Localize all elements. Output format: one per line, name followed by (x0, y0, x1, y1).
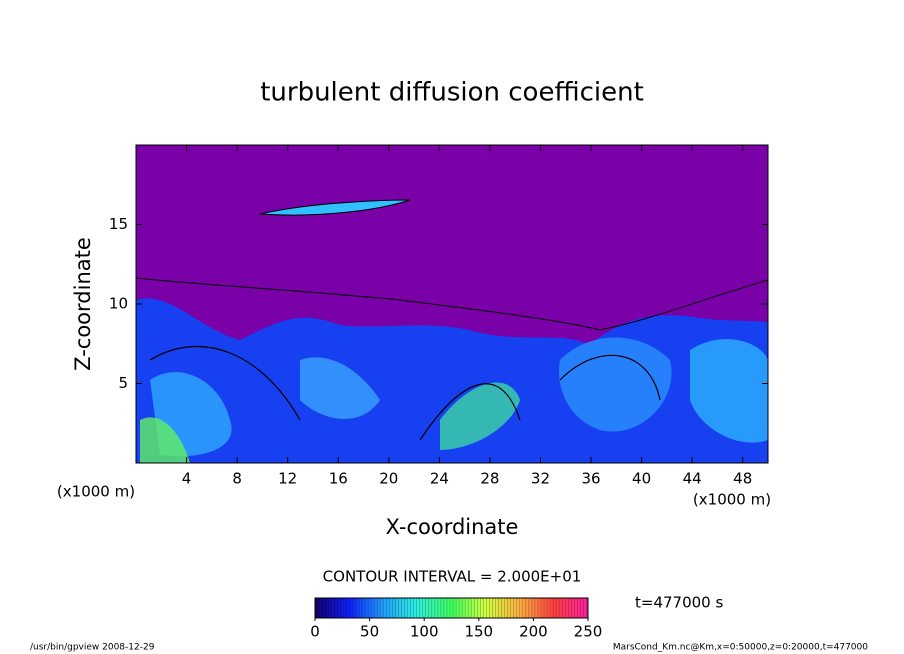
x-tick-label: 16 (329, 470, 348, 488)
colorbar-tick-label: 200 (519, 623, 548, 641)
y-tick-label: 10 (109, 295, 128, 313)
x-unit-left: (x1000 m) (57, 483, 135, 501)
y-tick-label: 5 (118, 374, 128, 392)
colorbar-tick-label: 250 (574, 623, 603, 641)
y-axis-label: Z-coordinate (71, 237, 95, 371)
x-tick-label: 40 (632, 470, 651, 488)
colorbar (314, 597, 589, 619)
y-tick-label: 15 (109, 215, 128, 233)
x-unit-right: (x1000 m) (693, 491, 771, 509)
x-tick-label: 36 (581, 470, 600, 488)
x-tick-label: 8 (232, 470, 242, 488)
x-tick-label: 44 (683, 470, 702, 488)
x-tick-label: 4 (182, 470, 192, 488)
x-tick-label: 24 (430, 470, 449, 488)
time-label: t=477000 s (635, 594, 723, 612)
x-tick-label: 12 (278, 470, 297, 488)
x-tick-label: 28 (480, 470, 499, 488)
colorbar-tick-label: 0 (310, 623, 320, 641)
x-tick-label: 32 (531, 470, 550, 488)
chart-title: turbulent diffusion coefficient (260, 78, 644, 108)
colorbar-tick-label: 50 (360, 623, 379, 641)
colorbar-tick-label: 100 (410, 623, 439, 641)
footer-left: /usr/bin/gpview 2008-12-29 (30, 643, 155, 653)
x-axis-label: X-coordinate (386, 515, 519, 539)
contour-interval: CONTOUR INTERVAL = 2.000E+01 (323, 568, 582, 586)
footer-right: MarsCond_Km.nc@Km,x=0:50000,z=0:20000,t=… (613, 643, 868, 653)
x-tick-label: 20 (379, 470, 398, 488)
contour-field (136, 145, 768, 463)
colorbar-tick-label: 150 (464, 623, 493, 641)
x-tick-label: 48 (733, 470, 752, 488)
